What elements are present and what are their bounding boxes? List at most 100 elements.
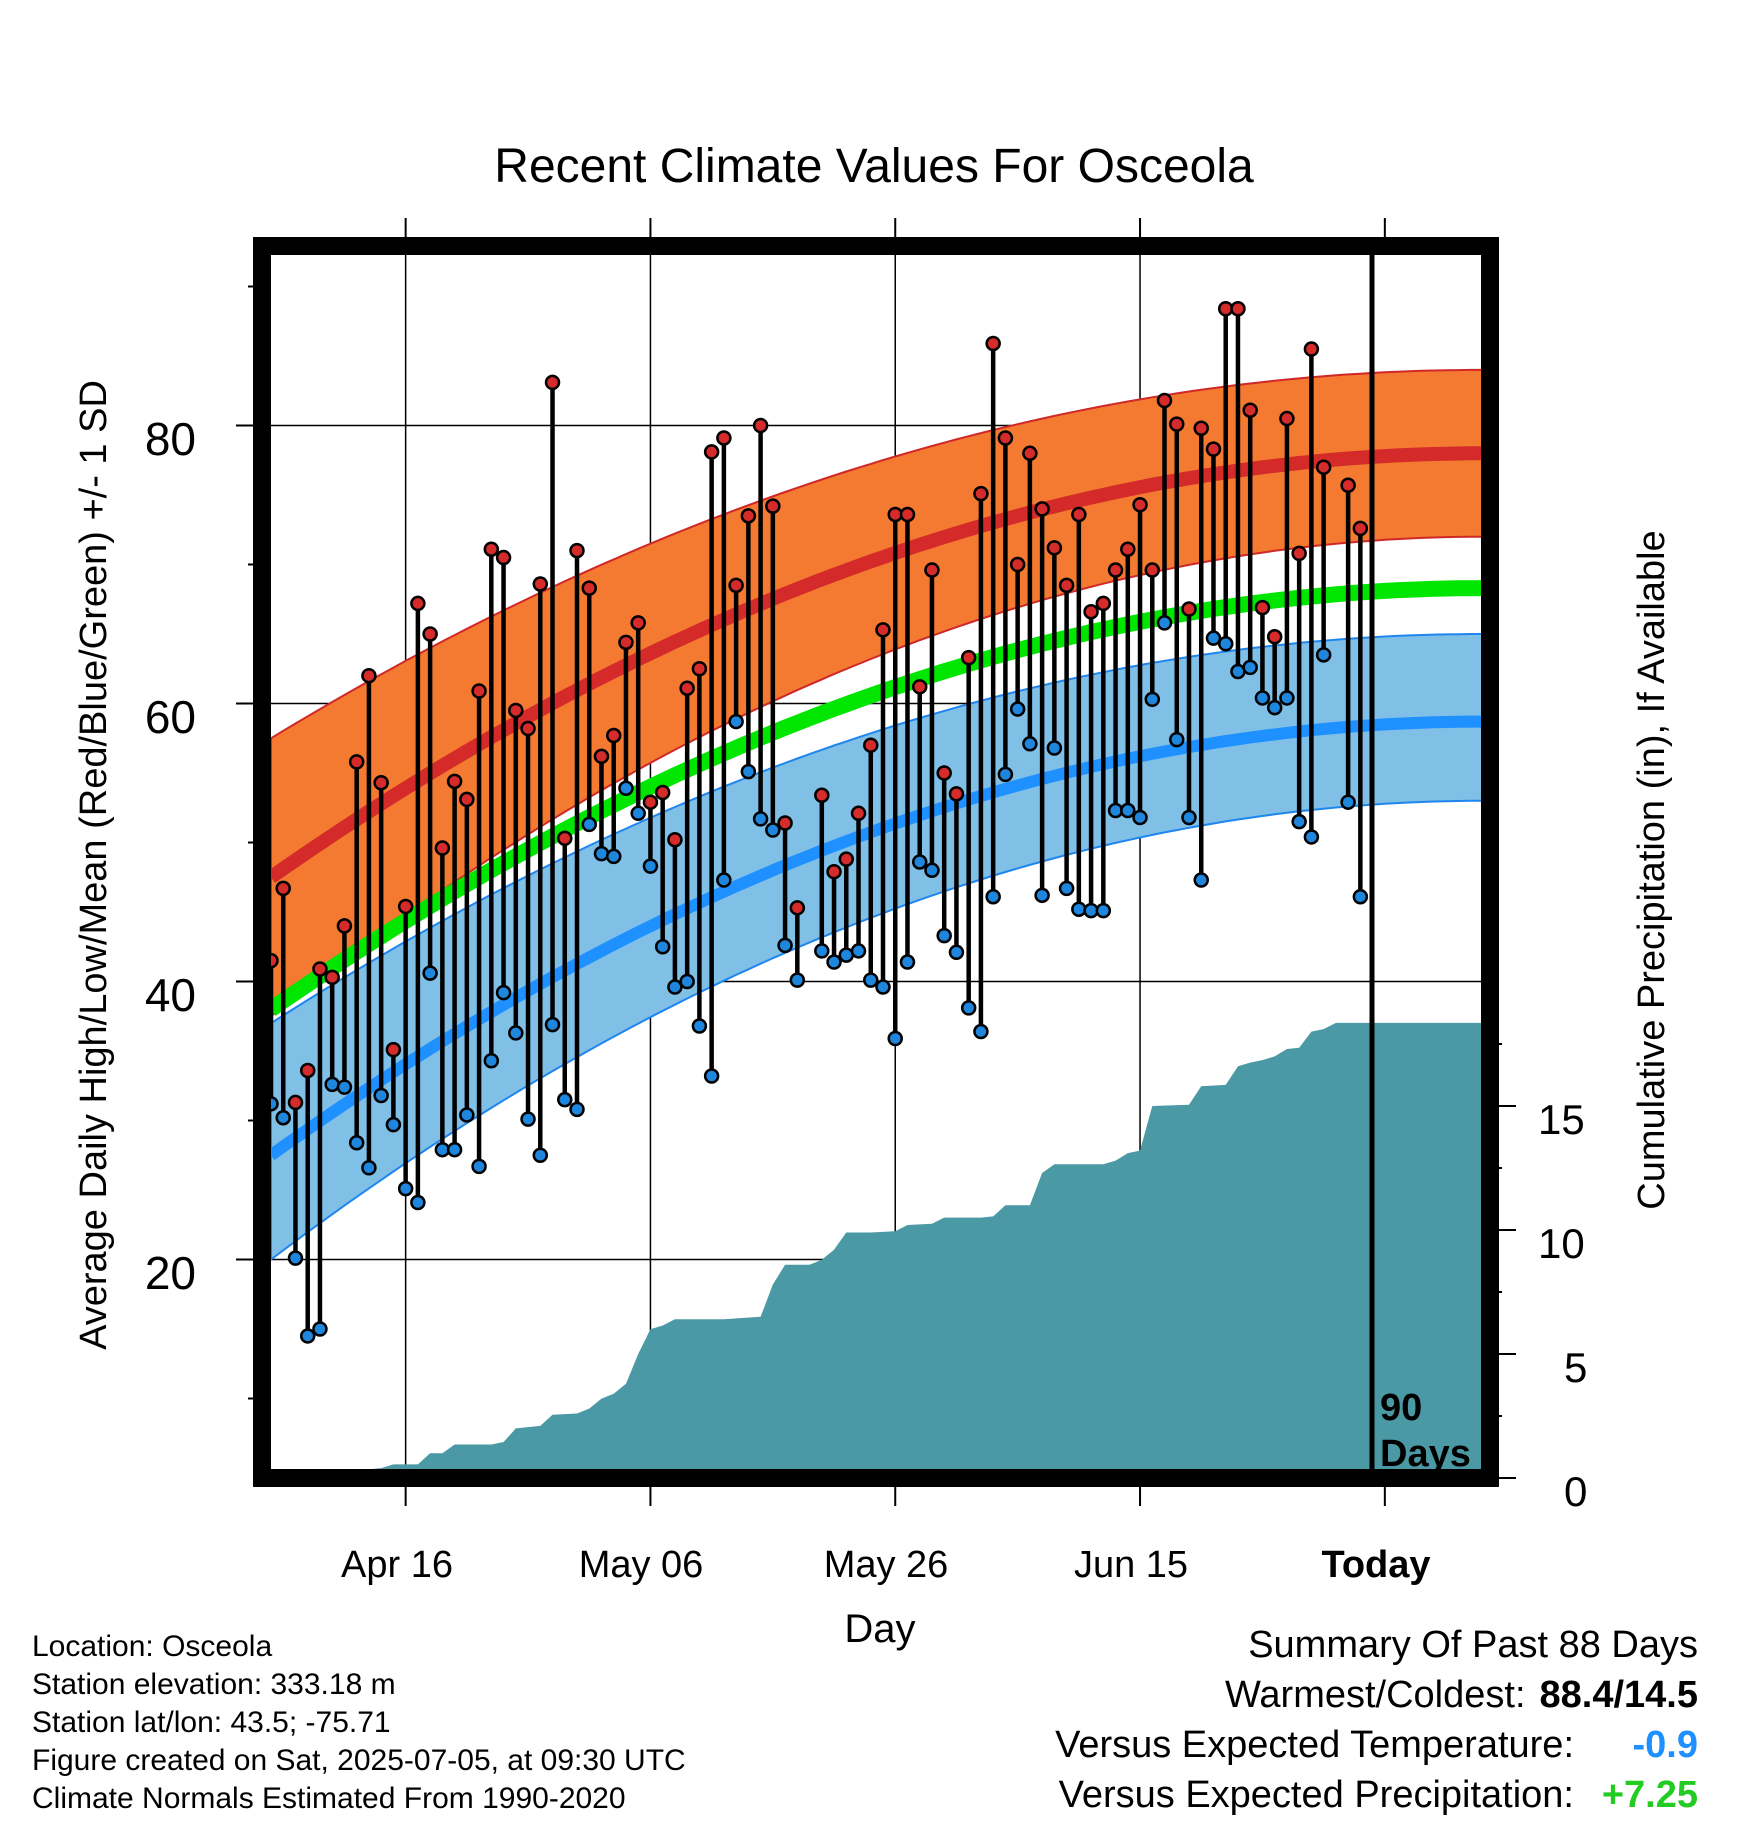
- day-4: [299, 1062, 316, 1344]
- summary-precip-value: +7.25: [1601, 1774, 1698, 1816]
- day-87: [1315, 459, 1332, 663]
- low-point: [483, 1052, 500, 1069]
- high-point: [1009, 556, 1026, 573]
- precip-area-group: [271, 1022, 1483, 1478]
- low-point: [1303, 829, 1320, 845]
- high-point: [1132, 496, 1148, 513]
- y2-tick-label-5: 5: [1564, 1344, 1587, 1391]
- high-point: [1340, 477, 1356, 494]
- low-point: [1034, 887, 1050, 904]
- info-elevation: Station elevation: 333.18 m: [32, 1668, 396, 1701]
- day-31: [630, 615, 646, 822]
- day-33: [654, 784, 671, 955]
- high-point: [557, 830, 573, 847]
- day-8: [348, 754, 365, 1151]
- day-57: [948, 786, 965, 961]
- low-point: [863, 972, 879, 988]
- low-point: [716, 872, 732, 888]
- low-point: [1009, 701, 1026, 717]
- high-point: [434, 840, 451, 856]
- summary-title: Summary Of Past 88 Days: [1248, 1624, 1698, 1666]
- low-point: [765, 822, 781, 838]
- low-point: [299, 1328, 316, 1344]
- day-7: [336, 918, 353, 1095]
- low-point: [410, 1194, 426, 1211]
- low-point: [557, 1091, 573, 1108]
- day-81: [1242, 402, 1258, 676]
- low-point: [1144, 691, 1161, 708]
- low-point: [618, 780, 634, 797]
- low-point: [361, 1160, 377, 1176]
- high-point: [691, 661, 708, 677]
- day-40: [740, 508, 757, 780]
- low-point: [569, 1101, 585, 1118]
- low-point: [630, 805, 646, 822]
- low-point: [1071, 901, 1087, 917]
- high-point: [569, 542, 585, 559]
- day-85: [1291, 545, 1307, 830]
- info-latlon: Station lat/lon: 43.5; -75.71: [32, 1706, 391, 1739]
- normal-high-line: [266, 446, 1483, 884]
- low-point: [1193, 872, 1209, 888]
- low-point: [752, 811, 769, 827]
- low-point: [654, 939, 671, 955]
- x-axis-title: Day: [844, 1607, 915, 1651]
- low-point: [581, 816, 597, 833]
- high-point: [324, 969, 340, 986]
- day-36: [691, 661, 708, 1034]
- low-point: [532, 1147, 549, 1163]
- summary-warmest-value: 88.4/14.5: [1539, 1674, 1698, 1716]
- x-tick-label-apr16: Apr 16: [341, 1544, 453, 1586]
- high-point: [275, 880, 291, 897]
- day-69: [1095, 595, 1112, 919]
- low-point: [1156, 615, 1173, 631]
- high-point: [618, 634, 634, 651]
- high-point: [985, 335, 1001, 352]
- day-72: [1132, 496, 1148, 826]
- low-point: [459, 1107, 475, 1123]
- low-point: [275, 1109, 291, 1126]
- day-41: [752, 417, 769, 827]
- high-point: [397, 898, 414, 915]
- high-point: [740, 508, 757, 524]
- high-point: [1315, 459, 1332, 475]
- day-62: [1009, 556, 1026, 717]
- day-44: [789, 900, 806, 988]
- high-point: [1303, 341, 1320, 357]
- low-point: [703, 1068, 720, 1084]
- day-25: [557, 830, 573, 1108]
- high-point: [385, 1041, 402, 1058]
- day-23: [532, 576, 549, 1163]
- low-point: [324, 1076, 340, 1093]
- day-37: [703, 444, 720, 1084]
- high-point: [1156, 392, 1173, 409]
- high-point: [471, 683, 487, 699]
- low-point: [385, 1116, 402, 1133]
- y-axis-title-left: Average Daily High/Low/Mean (Red/Blue/Gr…: [73, 380, 115, 1350]
- high-point: [1058, 577, 1075, 594]
- day-28: [593, 748, 610, 862]
- day-30: [618, 634, 634, 797]
- day-15: [434, 840, 451, 1158]
- day-22: [520, 720, 536, 1127]
- today-marker-label-2: Days: [1380, 1433, 1471, 1475]
- day-17: [459, 791, 475, 1123]
- day-54: [911, 679, 928, 870]
- low-point: [593, 845, 610, 862]
- high-point: [826, 863, 842, 880]
- high-point: [520, 720, 536, 737]
- high-point: [814, 787, 830, 803]
- high-point: [703, 444, 720, 460]
- day-20: [495, 549, 512, 1001]
- day-60: [985, 335, 1001, 905]
- high-point: [642, 794, 659, 810]
- low-point: [875, 979, 891, 995]
- low-point: [1352, 888, 1369, 905]
- day-9: [361, 667, 377, 1176]
- low-point: [495, 984, 512, 1001]
- high-point: [777, 815, 793, 831]
- high-point: [593, 748, 610, 765]
- high-point: [1205, 441, 1222, 457]
- x-tick-label-today: Today: [1321, 1544, 1430, 1586]
- chart-title: Recent Climate Values For Osceola: [494, 140, 1254, 193]
